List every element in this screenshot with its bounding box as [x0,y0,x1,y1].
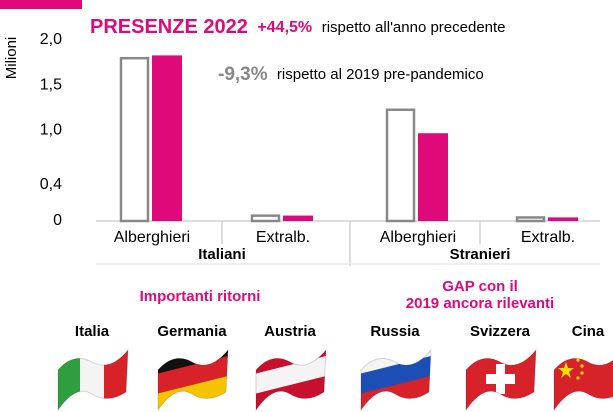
panel-label: Importanti ritorni [140,288,261,305]
flag [157,348,229,412]
group-label: Italiani [198,246,246,263]
cross-h [486,374,515,384]
flag [360,348,432,412]
stripe [80,350,104,410]
flag-body [58,350,128,410]
y-tick-label: 0 [53,212,62,229]
y-tick-label: 1,0 [40,122,62,139]
x-tick-label: Alberghieri [114,229,190,246]
flag-shade [255,348,327,412]
annotation-change: -9,3% [218,64,268,85]
y-tick-label: 2,0 [40,31,62,48]
flag-body [158,350,228,410]
title-rest: rispetto all'anno precedente [322,19,506,36]
bar [548,217,578,221]
flag-shade [360,348,432,412]
y-tick-label: 1,5 [40,76,62,93]
bar [283,215,313,221]
field [554,350,613,410]
country-label: Italia [75,323,110,340]
flag-shade [157,348,229,412]
annotation: -9,3% rispetto al 2019 pre-pandemico [218,64,484,85]
bar [152,55,182,222]
flag [553,350,613,412]
y-tick-label: 0,4 [40,176,62,193]
small-star [576,358,580,362]
flag-shade [465,348,537,412]
flag-body [256,350,326,410]
flag-body [466,350,536,410]
stripe [104,350,128,410]
annotation-rest: rispetto al 2019 pre-pandemico [277,66,484,83]
small-star [580,371,584,375]
title-change: +44,5% [257,19,312,36]
flag-shade [553,357,613,412]
bar-outline [250,214,281,223]
country-label: Cina [572,323,605,340]
stripe [361,356,431,396]
flag-shade [57,348,129,412]
x-tick-label: Alberghieri [380,229,456,246]
group-label: Stranieri [450,246,511,263]
panel-label: GAP con il [442,278,518,295]
chart-title: PRESENZE 2022 +44,5% rispetto all'anno p… [90,16,506,38]
country-label: Austria [264,323,316,340]
stripe [58,350,80,410]
country-label: Russia [370,323,420,340]
flag-body [554,350,613,410]
bar-outline [119,56,150,223]
stripe [256,356,326,396]
small-star [576,376,580,380]
flag-body [361,350,431,410]
bar-outline [385,108,416,223]
flag [57,348,129,412]
x-tick-label: Extralb. [256,229,310,246]
bar-outline [515,216,546,223]
header-band [0,0,82,9]
stripe [158,356,228,396]
title-main: PRESENZE 2022 [90,16,248,38]
panel-label: 2019 ancora rilevanti [406,295,554,312]
country-label: Germania [157,323,227,340]
y-axis-label: Milioni [3,37,20,80]
star [558,362,574,378]
bar [418,133,448,221]
small-star [580,364,584,368]
flag [465,348,537,412]
country-label: Svizzera [470,323,531,340]
flag [255,348,327,412]
x-tick-label: Extralb. [521,229,575,246]
